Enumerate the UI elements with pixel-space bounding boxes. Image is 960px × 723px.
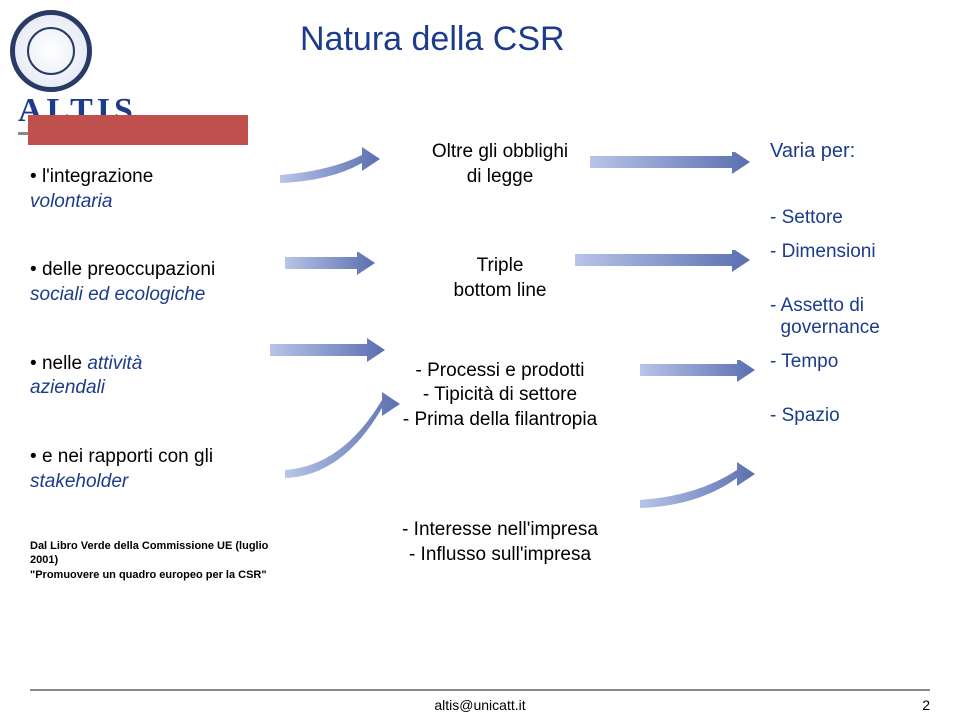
right-item-3a: - Assetto di	[770, 295, 864, 316]
arrow-icon	[575, 250, 750, 282]
brand-logo: ALTIS	[10, 10, 220, 95]
bullet-3: nelle attività aziendali	[30, 352, 290, 401]
arrow-icon	[285, 390, 400, 482]
citation-line-1: Dal Libro Verde della Commissione UE (lu…	[30, 540, 268, 567]
bullet-3-text: nelle	[42, 353, 87, 374]
bullet-1-em: volontaria	[30, 191, 112, 212]
mid-3c: - Prima della filantropia	[403, 409, 597, 430]
mid-1a: Oltre gli obblighi	[432, 141, 568, 162]
arrow-icon	[270, 330, 385, 382]
mid-4a: - Interesse nell'impresa	[402, 519, 598, 540]
mid-2a: Triple	[477, 255, 524, 276]
arrow-icon	[285, 252, 375, 286]
arrow-icon	[280, 145, 380, 187]
mid-block-4: - Interesse nell'impresa - Influsso sull…	[360, 518, 640, 567]
arrow-icon	[590, 152, 750, 184]
accent-bar	[28, 115, 248, 145]
right-item-5: - Spazio	[770, 405, 940, 427]
mid-1b: di legge	[467, 166, 534, 187]
bullet-4-em: stakeholder	[30, 471, 128, 492]
citation: Dal Libro Verde della Commissione UE (lu…	[30, 539, 290, 584]
bullet-1-text: l'integrazione	[42, 166, 153, 187]
right-item-4: - Tempo	[770, 351, 940, 373]
right-item-1: - Settore	[770, 207, 940, 229]
bullet-2: delle preoccupazioni sociali ed ecologic…	[30, 258, 290, 307]
footer-text: altis@unicatt.it	[0, 697, 960, 713]
mid-3b: - Tipicità di settore	[423, 384, 577, 405]
middle-column: Oltre gli obblighi di legge Triple botto…	[360, 140, 640, 567]
page-number: 2	[922, 697, 930, 713]
bullet-3-em1: attività	[87, 353, 142, 374]
right-item-3: - Assetto di governance	[770, 295, 940, 339]
citation-line-2: "Promuovere un quadro europeo per la CSR…	[30, 569, 267, 581]
mid-block-3: - Processi e prodotti - Tipicità di sett…	[360, 359, 640, 433]
arrow-icon	[640, 460, 755, 512]
right-column: Varia per: - Settore - Dimensioni - Asse…	[770, 140, 940, 427]
slide-title: Natura della CSR	[300, 20, 565, 59]
mid-3a: - Processi e prodotti	[416, 360, 585, 381]
bullet-2-text: delle preoccupazioni	[42, 259, 215, 280]
mid-2b: bottom line	[454, 280, 547, 301]
right-item-2: - Dimensioni	[770, 241, 940, 263]
left-column: l'integrazione volontaria delle preoccup…	[30, 165, 290, 583]
bullet-1: l'integrazione volontaria	[30, 165, 290, 214]
arrow-icon	[640, 360, 755, 392]
bullet-2-em: sociali ed ecologiche	[30, 284, 205, 305]
seal-icon	[10, 10, 92, 92]
footer-divider	[30, 689, 930, 691]
right-heading: Varia per:	[770, 140, 940, 163]
bullet-3-em2: aziendali	[30, 377, 105, 398]
right-item-3b: governance	[770, 317, 880, 338]
mid-4b: - Influsso sull'impresa	[409, 544, 591, 565]
bullet-4: e nei rapporti con gli stakeholder	[30, 445, 290, 494]
bullet-4-text: e nei rapporti con gli	[42, 446, 213, 467]
